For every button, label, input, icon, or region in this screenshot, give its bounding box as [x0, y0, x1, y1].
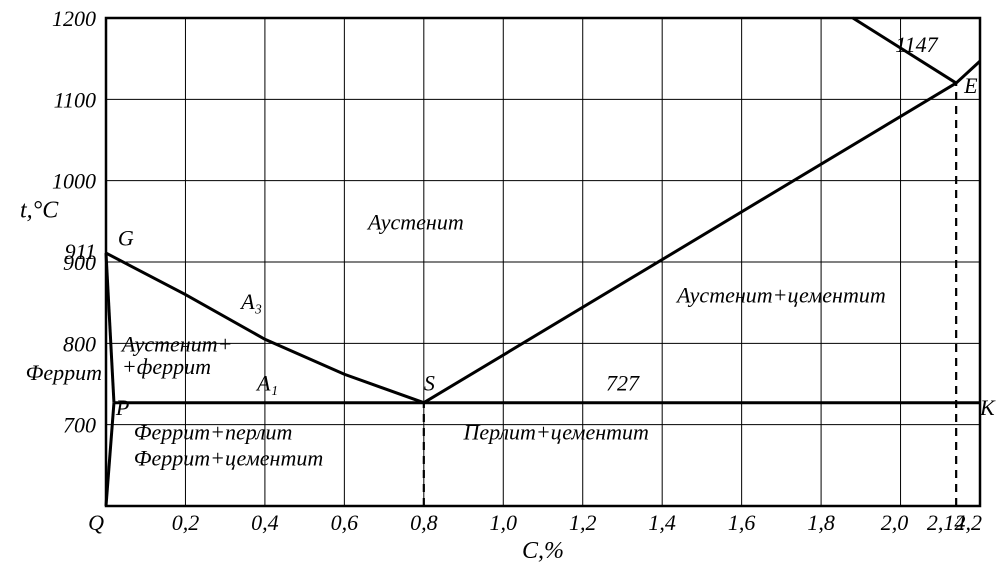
x-tick-label: 0,4 [251, 510, 279, 535]
x-extra-tick-label: 2,14 [927, 510, 966, 535]
region-label: Аустенит [366, 209, 464, 234]
region-label: +феррит [122, 354, 211, 379]
point-label: 727 [606, 371, 640, 396]
region-label: Феррит+перлит [134, 419, 293, 444]
y-tick-label: 1000 [52, 169, 96, 194]
region-label: Перлит+цементит [463, 419, 649, 444]
y-axis-title: t,°C [20, 197, 59, 223]
x-tick-label: 0,6 [331, 510, 359, 535]
x-axis-title: С,% [522, 538, 564, 564]
x-tick-label: 0,2 [172, 510, 200, 535]
point-label: S [424, 371, 435, 396]
point-label: K [979, 395, 996, 420]
point-label: A₁ [255, 371, 278, 396]
x-tick-label: 1,6 [728, 510, 756, 535]
region-label: Феррит [26, 360, 102, 385]
y-tick-label: 700 [63, 413, 96, 438]
phase-diagram-svg: 0,20,40,60,81,01,21,41,61,82,02,22,14Q70… [0, 0, 1000, 573]
region-label: Аустенит+цементит [675, 283, 886, 308]
x-tick-label: 1,4 [648, 510, 676, 535]
point-label: E [963, 73, 978, 98]
point-label: G [118, 226, 134, 251]
x-tick-label: 1,2 [569, 510, 597, 535]
y-tick-label: 911 [65, 239, 96, 264]
x-tick-label: 1,0 [490, 510, 518, 535]
region-label: Феррит+цементит [134, 445, 323, 470]
y-tick-label: 800 [63, 331, 96, 356]
x-tick-label: 0,8 [410, 510, 438, 535]
y-tick-label: 1100 [54, 87, 96, 112]
x-tick-label: 1,8 [807, 510, 835, 535]
x-origin-label: Q [88, 510, 104, 535]
region-label: Аустенит+ [120, 331, 233, 356]
point-label: P [115, 395, 129, 420]
y-tick-label: 1200 [52, 6, 96, 31]
x-tick-label: 2,0 [881, 510, 909, 535]
point-label: A₃ [239, 289, 262, 314]
point-label: 1147 [895, 32, 938, 57]
